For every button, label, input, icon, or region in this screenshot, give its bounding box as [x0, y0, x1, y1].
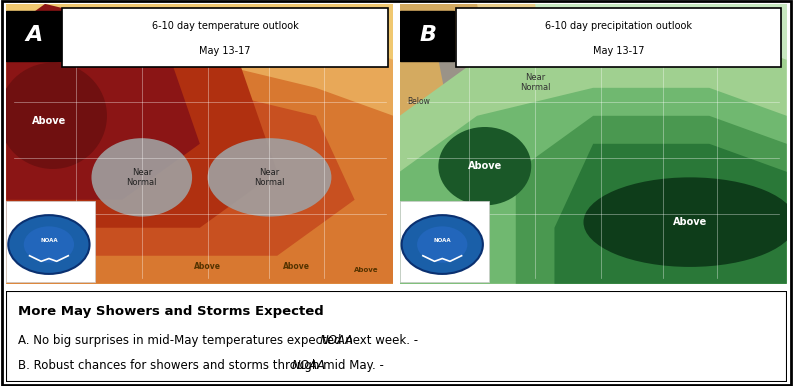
FancyBboxPatch shape [400, 201, 488, 282]
FancyBboxPatch shape [6, 201, 95, 282]
Polygon shape [6, 4, 393, 284]
Text: NOAA: NOAA [434, 238, 451, 243]
Polygon shape [6, 32, 393, 284]
Text: A. No big surprises in mid-May temperatures expected next week. -: A. No big surprises in mid-May temperatu… [18, 334, 422, 347]
Text: Above: Above [672, 217, 707, 227]
Text: 6-10 day precipitation outlook: 6-10 day precipitation outlook [545, 21, 691, 31]
FancyBboxPatch shape [400, 11, 454, 61]
Text: Above: Above [283, 262, 310, 271]
Text: NOAA: NOAA [40, 238, 58, 243]
Text: Near
Normal: Near Normal [255, 168, 285, 187]
Polygon shape [515, 116, 787, 284]
Text: Near
Normal: Near Normal [127, 168, 157, 187]
Circle shape [8, 215, 90, 274]
Circle shape [24, 226, 74, 263]
Text: NOAA: NOAA [292, 359, 326, 372]
Ellipse shape [439, 127, 531, 205]
Polygon shape [6, 4, 200, 200]
Circle shape [401, 215, 483, 274]
Text: Above: Above [354, 267, 378, 273]
Text: May 13-17: May 13-17 [592, 46, 644, 56]
Text: Near
Normal: Near Normal [520, 73, 550, 92]
Text: Above: Above [194, 262, 221, 271]
Ellipse shape [584, 177, 793, 267]
Ellipse shape [0, 63, 107, 169]
FancyBboxPatch shape [63, 8, 388, 67]
FancyBboxPatch shape [456, 8, 781, 67]
Text: Below: Below [408, 97, 431, 106]
Circle shape [417, 226, 467, 263]
Polygon shape [439, 18, 632, 172]
Polygon shape [400, 32, 787, 284]
Polygon shape [554, 144, 787, 284]
Text: A: A [25, 25, 43, 45]
Polygon shape [6, 32, 278, 228]
FancyBboxPatch shape [6, 11, 60, 61]
Polygon shape [400, 4, 787, 284]
Text: More May Showers and Storms Expected: More May Showers and Storms Expected [18, 305, 324, 318]
Ellipse shape [208, 138, 331, 217]
Ellipse shape [91, 138, 192, 217]
Polygon shape [400, 4, 496, 144]
Polygon shape [6, 60, 393, 284]
Text: B: B [419, 25, 436, 45]
Text: Above: Above [32, 117, 66, 126]
Text: Above: Above [468, 161, 502, 171]
Polygon shape [400, 88, 787, 284]
Text: B. Robust chances for showers and storms through mid May. -: B. Robust chances for showers and storms… [18, 359, 388, 372]
FancyBboxPatch shape [6, 291, 787, 382]
Text: May 13-17: May 13-17 [199, 46, 251, 56]
Text: NOAA: NOAA [320, 334, 354, 347]
Polygon shape [6, 88, 354, 256]
Polygon shape [400, 4, 554, 172]
Text: 6-10 day temperature outlook: 6-10 day temperature outlook [151, 21, 298, 31]
